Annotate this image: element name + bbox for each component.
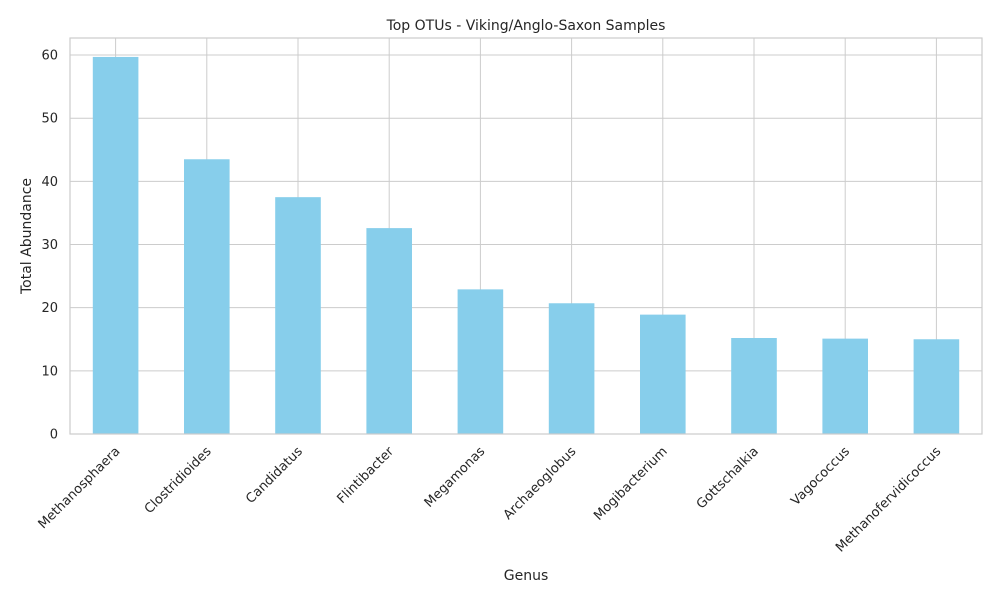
x-axis-ticks: Methanosphaera Clostridioides Candidatus Fl… (36, 444, 945, 556)
x-tick-label: Archaeoglobus (501, 444, 580, 523)
bars (93, 57, 959, 434)
y-tick-label: 0 (50, 428, 58, 443)
x-tick-label: Megamonas (422, 444, 489, 511)
bar-methanosphaera (93, 57, 139, 434)
bar-candidatus (275, 197, 321, 434)
chart-title: Top OTUs - Viking/Anglo-Saxon Samples (386, 18, 666, 34)
x-tick-label: Clostridioides (142, 444, 215, 517)
bar-megamonas (458, 289, 504, 434)
x-tick-label: Mogibacterium (591, 444, 670, 523)
y-axis-label: Total Abundance (19, 178, 35, 295)
bar-flintibacter (366, 228, 412, 434)
y-tick-label: 50 (41, 112, 58, 127)
y-tick-label: 30 (41, 238, 58, 253)
y-tick-label: 60 (41, 49, 58, 64)
x-tick-label: Candidatus (243, 444, 306, 507)
y-axis-ticks: 0 10 20 30 40 50 60 (41, 49, 58, 443)
bar-archaeoglobus (549, 303, 595, 434)
x-tick-label: Methanosphaera (36, 444, 124, 532)
bar-vagococcus (822, 339, 868, 434)
y-tick-label: 20 (41, 301, 58, 316)
bar-methanofervidicoccus (914, 339, 960, 434)
x-axis-label: Genus (504, 568, 549, 584)
y-tick-label: 40 (41, 175, 58, 190)
bar-clostridioides (184, 159, 230, 434)
x-tick-label: Flintibacter (334, 444, 397, 507)
x-tick-label: Gottschalkia (694, 444, 762, 512)
bar-gottschalkia (731, 338, 777, 434)
bar-mogibacterium (640, 315, 686, 434)
x-tick-label: Methanofervidicoccus (833, 444, 944, 555)
x-tick-label: Vagococcus (788, 444, 853, 509)
y-tick-label: 10 (41, 364, 58, 379)
